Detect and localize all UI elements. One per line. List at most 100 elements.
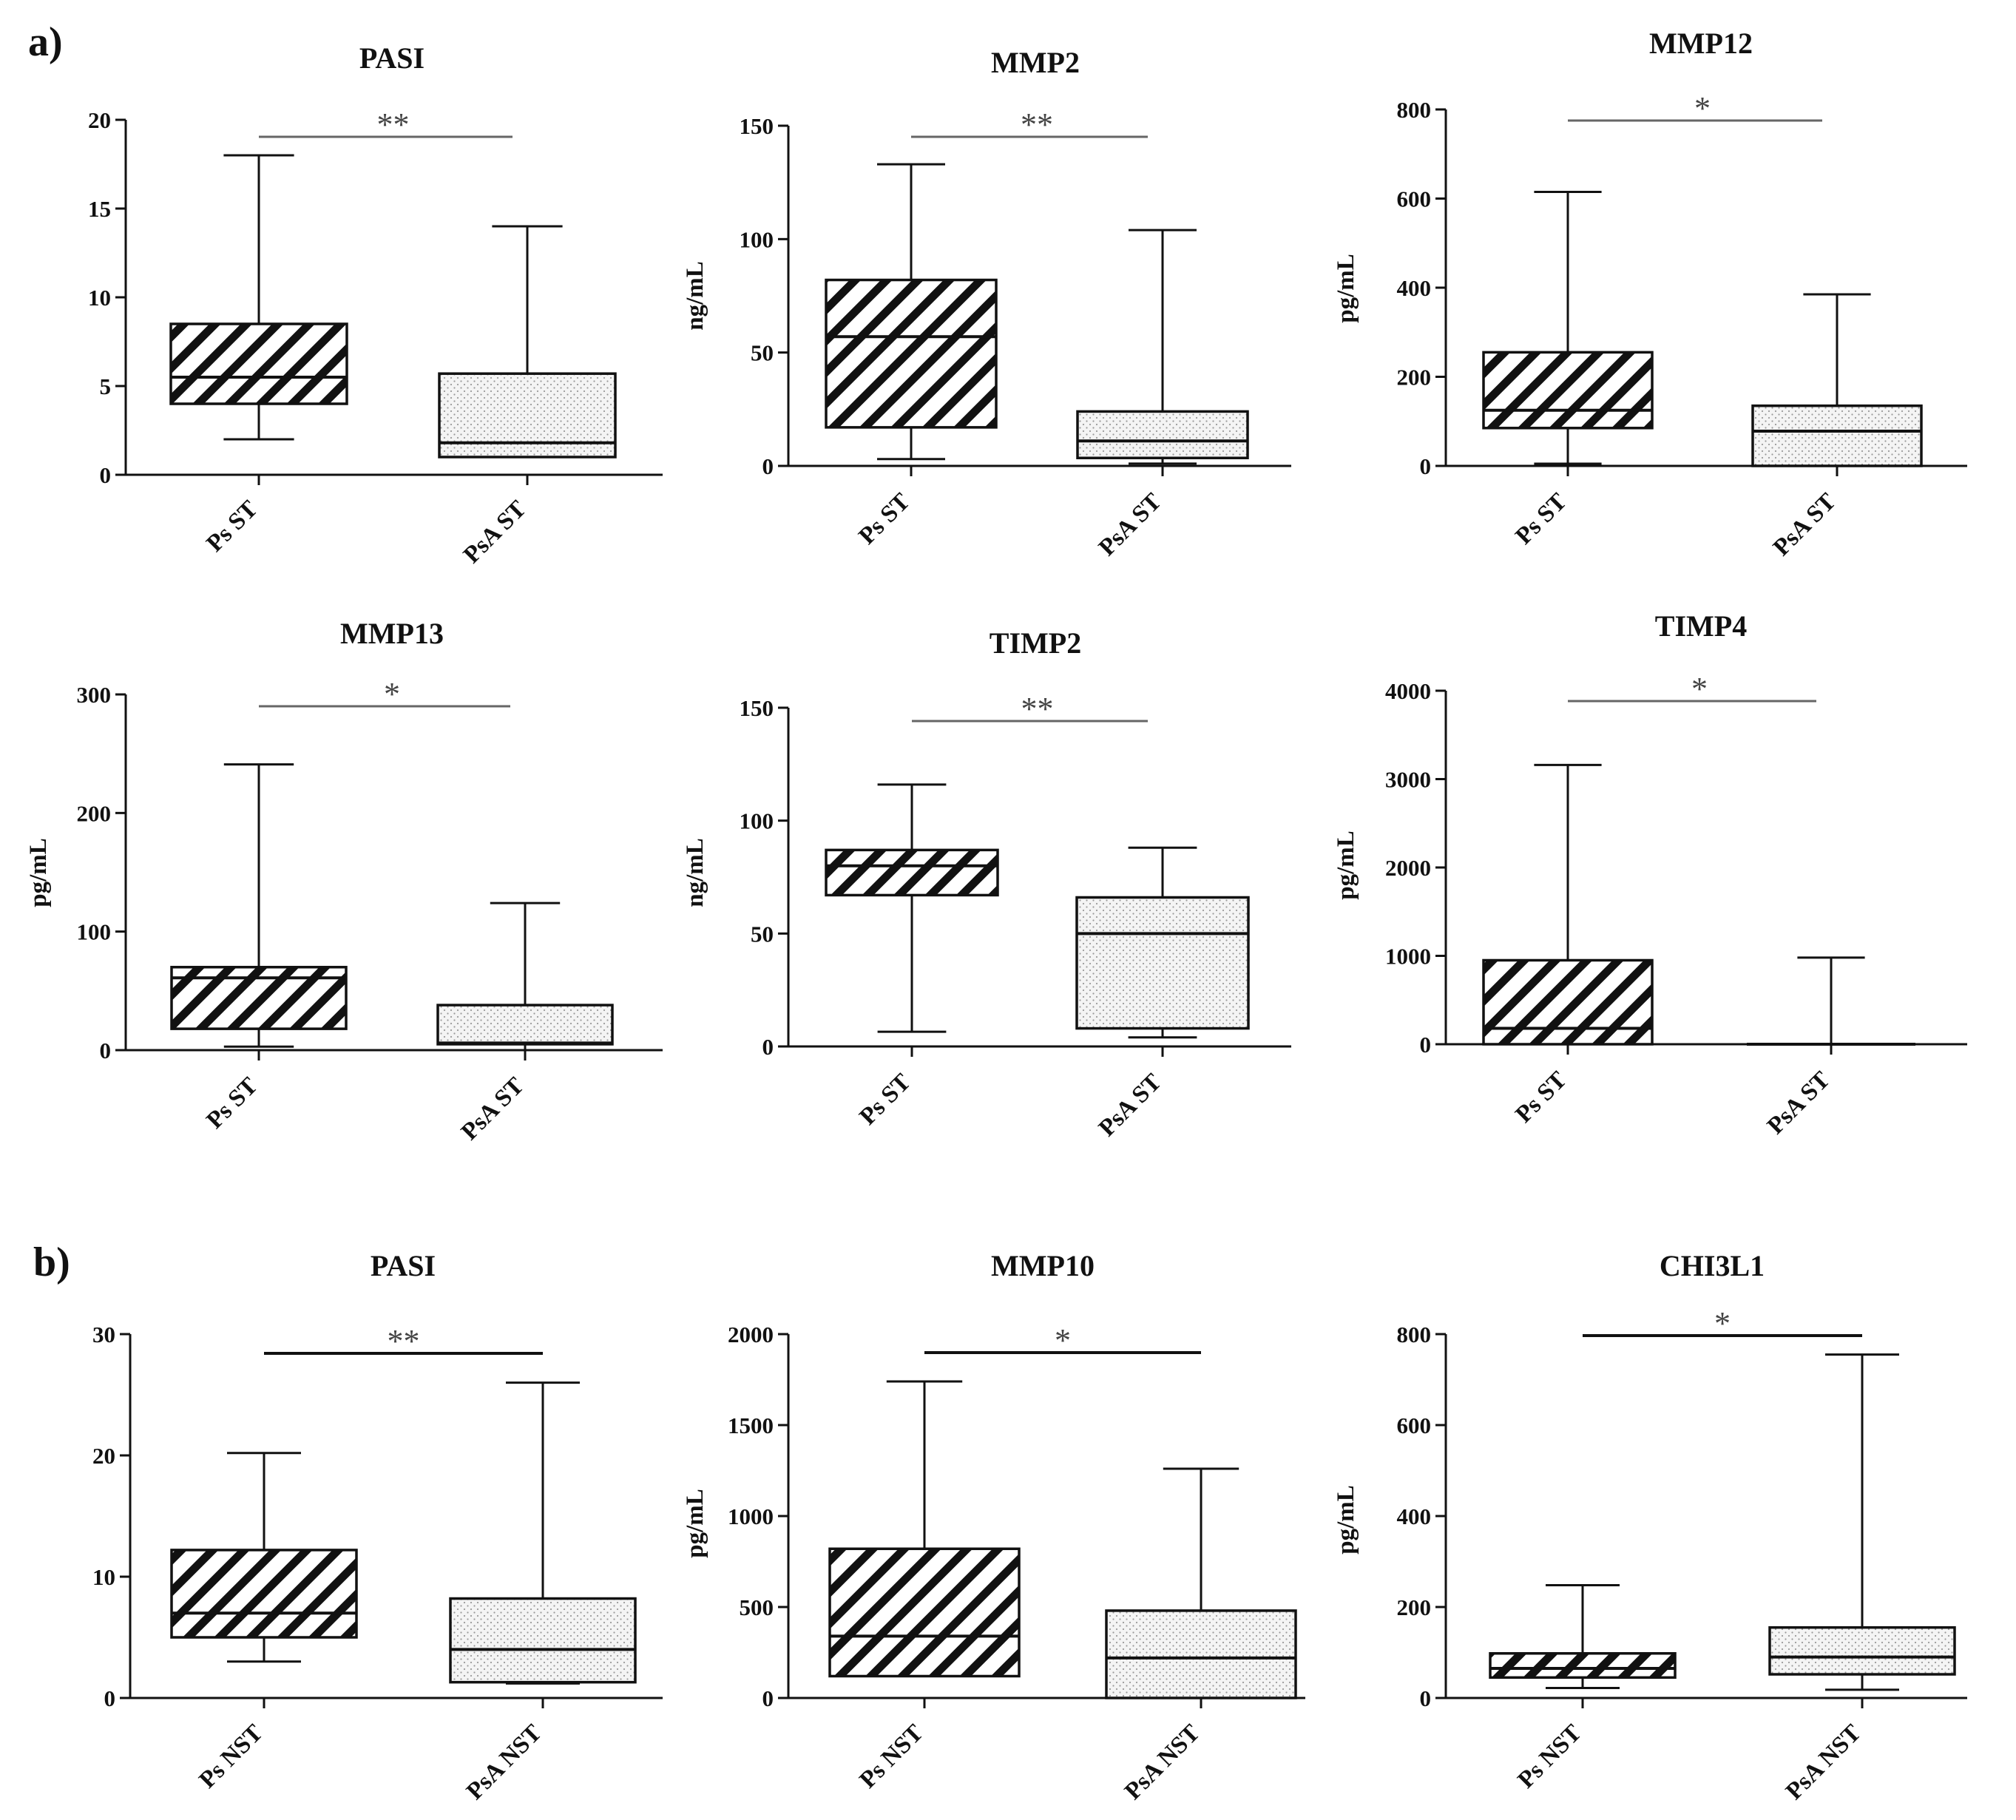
category-label: Ps ST: [201, 495, 263, 557]
box-chart-1: PASI 0 5 10 15 20 Ps ST PsA ST **: [88, 41, 663, 569]
y-tick-label: 600: [1397, 1413, 1432, 1438]
y-tick-label: 800: [1397, 97, 1432, 123]
y-tick-label: 200: [1397, 1594, 1432, 1620]
box-chart-6: TIMP4 0 1000 2000 3000 4000 pg/mL Ps ST PsA ST *: [1333, 609, 1967, 1140]
significance-label: **: [1021, 691, 1054, 727]
box-iqr: [1482, 958, 1654, 1046]
y-tick-label: 1000: [1385, 944, 1431, 970]
y-tick-label: 3000: [1385, 767, 1431, 793]
chart-title: MMP2: [991, 46, 1080, 79]
y-tick-label: 400: [1397, 275, 1432, 301]
y-tick-label: 800: [1397, 1322, 1432, 1347]
box-iqr: [828, 1547, 1021, 1678]
y-tick-label: 10: [88, 285, 111, 311]
chart-title: MMP12: [1649, 27, 1753, 60]
box-iqr: [1489, 1651, 1677, 1679]
y-tick-label: 2000: [1385, 855, 1431, 881]
y-axis-label: ng/mL: [682, 261, 708, 331]
category-label: PsA NST: [461, 1719, 547, 1805]
chart-title: CHI3L1: [1660, 1249, 1765, 1282]
y-tick-label: 0: [762, 1034, 774, 1060]
box-ps-nst: Ps NST: [170, 1452, 358, 1793]
significance-label: *: [1694, 90, 1711, 126]
box-iqr: [449, 1597, 637, 1684]
y-tick-label: 100: [740, 808, 774, 834]
box-chart-4: MMP13 0 100 200 300 pg/mL Ps ST PsA ST *: [25, 617, 663, 1146]
significance-label: *: [1714, 1305, 1731, 1342]
y-axis-label: pg/mL: [1333, 830, 1359, 900]
significance-label: **: [377, 106, 410, 143]
y-tick-label: 50: [751, 340, 774, 366]
box-iqr: [1075, 896, 1250, 1030]
category-label: PsA ST: [1762, 1066, 1836, 1140]
chart-title: TIMP2: [990, 626, 1081, 660]
y-tick-label: 20: [88, 107, 111, 133]
category-label: Ps ST: [1510, 488, 1572, 549]
y-tick-label: 2000: [728, 1322, 774, 1347]
chart-title: PASI: [359, 41, 424, 75]
y-axis-label: pg/mL: [25, 838, 52, 907]
box-iqr: [436, 1004, 614, 1046]
y-tick-label: 0: [104, 1685, 116, 1711]
significance-label: **: [388, 1323, 420, 1359]
box-ps-st: Ps ST: [170, 763, 348, 1134]
box-psa-st: PsA ST: [1076, 229, 1249, 561]
box-iqr: [169, 322, 348, 405]
y-tick-label: 30: [92, 1322, 115, 1347]
y-tick-label: 150: [740, 695, 774, 721]
box-psa-st: PsA ST: [1747, 956, 1915, 1140]
y-tick-label: 0: [762, 1685, 774, 1711]
box-chart-8: MMP10 0 500 1000 1500 2000 pg/mL Ps NST PsA NST *: [682, 1249, 1305, 1805]
box-chart-5: TIMP2 0 50 100 150 ng/mL Ps ST PsA ST **: [682, 626, 1291, 1142]
box-psa-st: PsA ST: [1751, 293, 1923, 561]
y-tick-label: 100: [77, 919, 112, 945]
box-iqr: [438, 372, 617, 459]
significance-label: *: [1691, 671, 1708, 707]
y-tick-label: 600: [1397, 186, 1432, 212]
category-label: Ps NST: [195, 1719, 268, 1793]
significance-label: **: [1021, 106, 1053, 143]
y-tick-label: 20: [92, 1443, 115, 1469]
y-axis-label: pg/mL: [682, 1489, 708, 1558]
box-iqr: [1751, 404, 1923, 467]
box-ps-st: Ps ST: [1482, 190, 1654, 549]
box-iqr: [1105, 1609, 1297, 1699]
box-psa-nst: PsA NST: [1105, 1467, 1297, 1805]
y-axis-label: ng/mL: [682, 838, 708, 907]
chart-title: MMP10: [991, 1249, 1095, 1282]
category-label: PsA ST: [1094, 1069, 1167, 1142]
box-chart-3: MMP12 0 200 400 600 800 pg/mL Ps ST PsA ST *: [1333, 27, 1967, 561]
box-iqr: [825, 278, 998, 429]
box-ps-st: Ps ST: [1482, 763, 1654, 1128]
category-label: PsA NST: [1120, 1719, 1205, 1805]
category-label: Ps ST: [853, 488, 915, 549]
box-ps-st: Ps ST: [825, 783, 999, 1130]
y-tick-label: 4000: [1385, 678, 1431, 704]
y-tick-label: 1000: [728, 1503, 774, 1529]
chart-title: MMP13: [340, 617, 444, 650]
category-label: Ps ST: [854, 1069, 916, 1130]
box-ps-nst: Ps NST: [828, 1380, 1021, 1793]
category-label: Ps NST: [1513, 1719, 1587, 1793]
box-iqr: [1482, 351, 1654, 430]
box-chart-2: MMP2 0 50 100 150 ng/mL Ps ST PsA ST **: [682, 46, 1291, 561]
y-tick-label: 150: [740, 113, 774, 139]
y-tick-label: 400: [1397, 1503, 1432, 1529]
y-tick-label: 1500: [728, 1413, 774, 1438]
category-label: PsA ST: [456, 1072, 530, 1146]
significance-label: *: [384, 676, 400, 712]
box-iqr: [1768, 1626, 1956, 1676]
y-tick-label: 15: [88, 196, 111, 222]
box-psa-nst: PsA NST: [1768, 1353, 1956, 1805]
panel-letter-b: b): [33, 1239, 70, 1285]
y-tick-label: 10: [92, 1564, 115, 1590]
y-tick-label: 300: [77, 682, 112, 708]
box-ps-st: Ps ST: [169, 154, 348, 557]
chart-title: PASI: [371, 1249, 436, 1282]
box-psa-nst: PsA NST: [449, 1381, 637, 1805]
category-label: Ps ST: [201, 1072, 263, 1134]
chart-title: TIMP4: [1655, 609, 1747, 643]
panel-letter-a: a): [28, 19, 63, 65]
